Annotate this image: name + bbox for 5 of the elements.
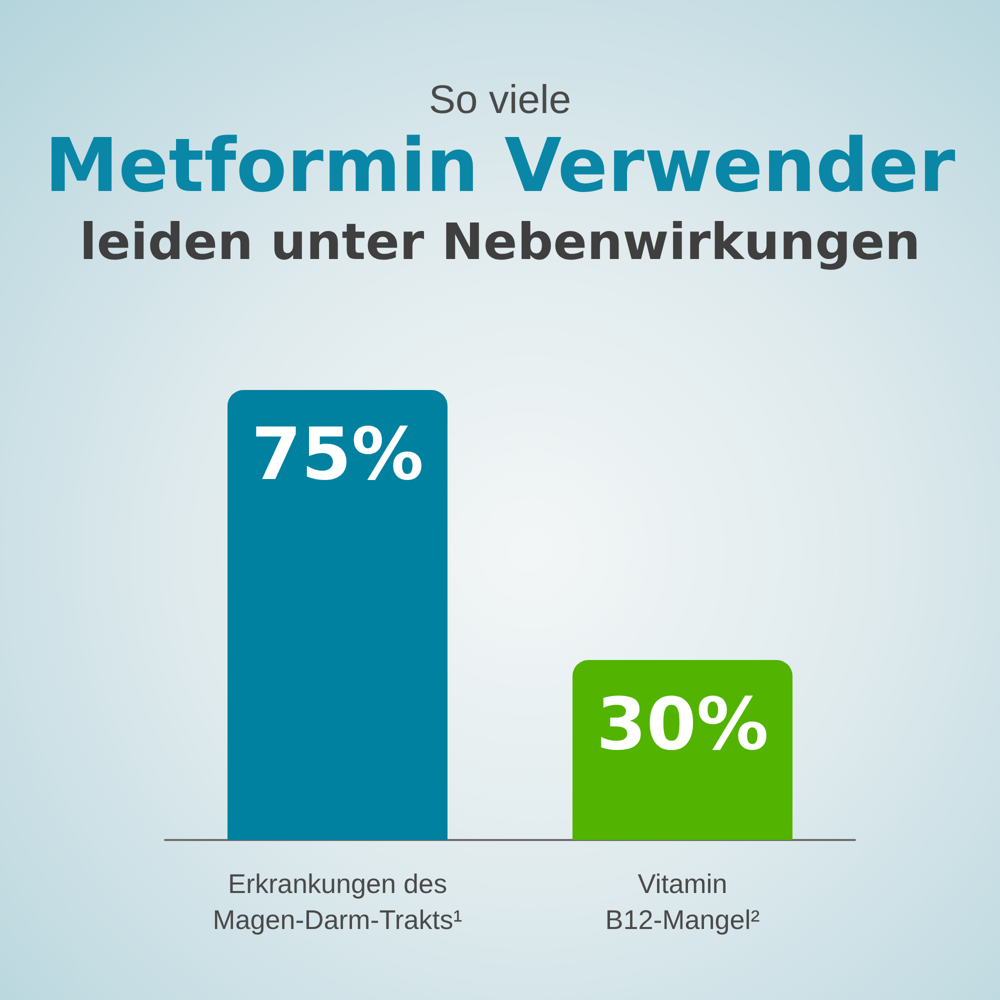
chart-title: So viele Metformin Verwender leiden unter Nebenwirkungen (44, 78, 956, 271)
x-tick-label: Vitamin B12-Mangel² (605, 869, 760, 935)
data-label: 30% (596, 682, 769, 766)
x-tick-label: Erkrankungen des Magen-Darm-Trakts¹ (212, 869, 462, 935)
data-label: 75% (251, 412, 424, 496)
